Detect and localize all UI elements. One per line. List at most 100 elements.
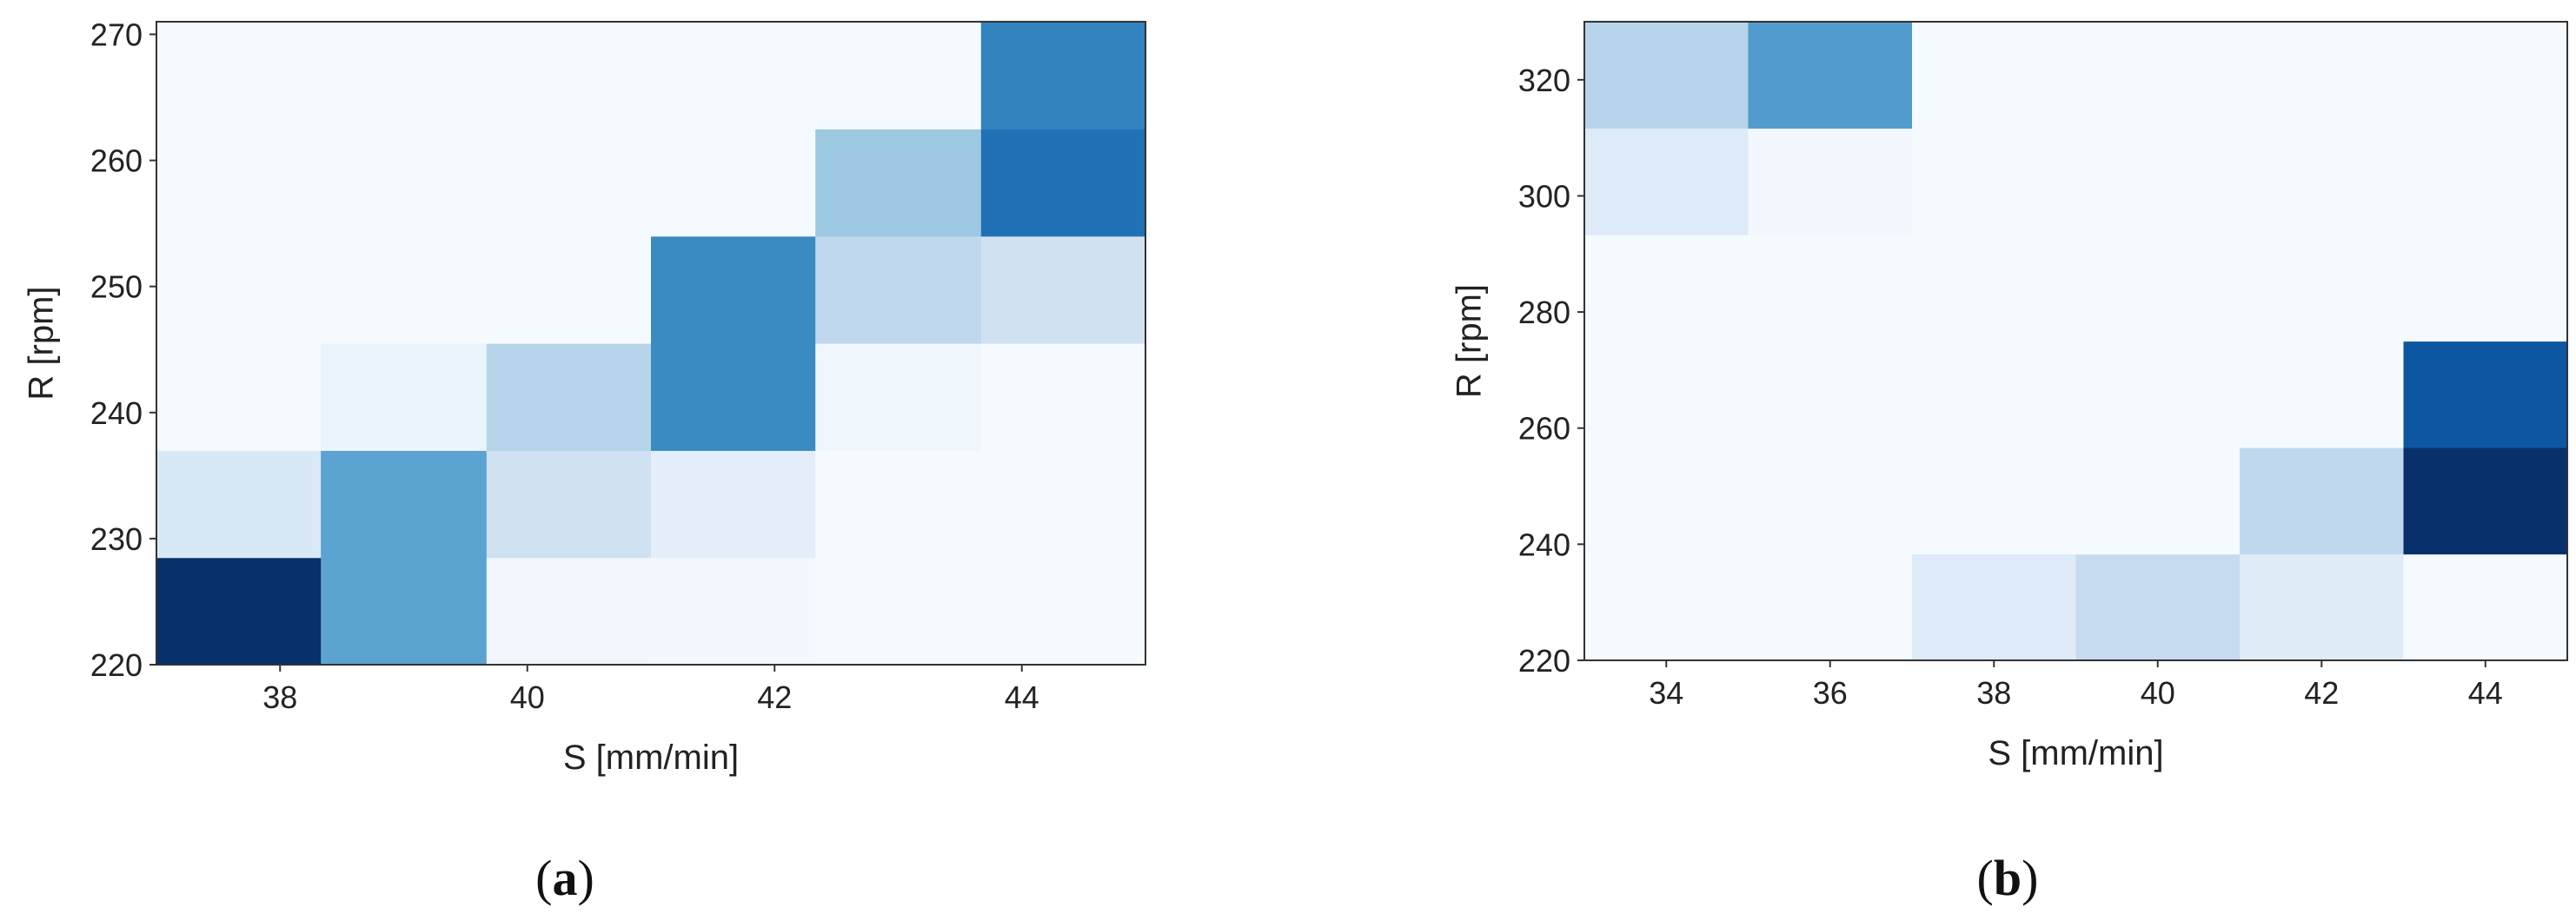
heatmap-cell-r4-c0	[1584, 128, 1749, 235]
panel-caption-letter: b	[1994, 850, 2022, 906]
y-axis-label: R [rpm]	[1451, 284, 1489, 398]
heatmap-cell-r3-c0	[156, 235, 322, 344]
heatmap-cell-r4-c5	[980, 129, 1146, 237]
heatmap-cell-r2-c3	[2075, 341, 2241, 448]
heatmap-cell-r3-c5	[980, 235, 1146, 344]
heatmap-cell-r4-c3	[2075, 128, 2241, 235]
heatmap-cell-r0-c4	[2240, 553, 2405, 661]
x-tick-label-4: 42	[2304, 675, 2339, 711]
heatmap-cell-r5-c5	[2403, 22, 2568, 129]
panel-caption: (a)	[535, 850, 594, 906]
heatmap-cell-r5-c3	[2075, 22, 2241, 129]
y-tick-label-0: 220	[90, 647, 143, 683]
y-axis-label: R [rpm]	[23, 286, 61, 400]
x-tick-label-3: 40	[2141, 675, 2175, 711]
heatmap-cell-r3-c5	[2403, 235, 2568, 342]
heatmap-cell-r2-c4	[2240, 341, 2405, 448]
heatmap-cell-r5-c4	[815, 22, 982, 129]
heatmap-cell-r0-c3	[2075, 553, 2241, 661]
heatmap-cell-r2-c3	[651, 343, 816, 451]
heatmap-cell-r2-c2	[486, 343, 652, 451]
y-tick-label-1: 230	[90, 521, 143, 557]
heatmap-cell-r1-c3	[651, 450, 816, 559]
heatmap-cell-r1-c0	[1584, 447, 1749, 555]
y-tick-label-0: 220	[1518, 643, 1570, 679]
heatmap-cell-r4-c5	[2403, 128, 2568, 235]
y-tick-label-3: 280	[1518, 295, 1570, 330]
heatmap-cell-r5-c1	[1748, 22, 1913, 129]
heatmap-cell-r1-c4	[815, 450, 982, 559]
heatmap-cell-r4-c0	[156, 129, 322, 237]
heatmap-cell-r0-c0	[156, 557, 322, 666]
x-tick-label-1: 36	[1813, 675, 1848, 711]
x-tick-label-5: 44	[2468, 675, 2503, 711]
y-tick-label-5: 270	[90, 17, 143, 53]
heatmap-cell-r1-c4	[2240, 447, 2405, 555]
heatmap-cell-r2-c1	[321, 343, 488, 451]
heatmap-cell-r0-c1	[1748, 553, 1913, 661]
heatmap-cell-r0-c0	[1584, 553, 1749, 661]
heatmap-cell-r0-c5	[2403, 553, 2568, 661]
heatmap-cell-r3-c1	[1748, 235, 1913, 342]
y-tick-label-2: 260	[1518, 411, 1570, 447]
heatmap-cell-r2-c5	[980, 343, 1146, 451]
panel-caption-letter: a	[553, 850, 578, 906]
heatmap-cell-r2-c1	[1748, 341, 1913, 448]
heatmap-panel-b: 34 36 38 40 42 44 220 240 260 280 300 320 S [mm/min]…	[1451, 21, 2568, 906]
panel-caption: (b)	[1977, 850, 2039, 906]
heatmap-cell-r5-c1	[321, 22, 488, 129]
y-tick-label-4: 260	[90, 143, 143, 179]
heatmap-cell-r1-c1	[321, 450, 488, 559]
heatmap-cell-r3-c2	[486, 235, 652, 344]
x-axis-label: S [mm/min]	[1988, 734, 2163, 772]
heatmap-cell-r1-c0	[156, 450, 322, 559]
heatmap-cell-r5-c4	[2240, 22, 2405, 129]
heatmap-cell-r4-c3	[651, 129, 816, 237]
heatmap-cell-r3-c3	[651, 235, 816, 344]
plot-frame	[156, 21, 1146, 666]
heatmap-cell-r5-c2	[1912, 22, 2077, 129]
heatmap-cell-r2-c0	[1584, 341, 1749, 448]
heatmap-cell-r1-c2	[1912, 447, 2077, 555]
x-tick-label-2: 42	[757, 679, 792, 715]
heatmap-cell-r2-c5	[2403, 341, 2568, 448]
y-tick-label-3: 250	[90, 269, 143, 305]
heatmap-cell-r3-c2	[1912, 235, 2077, 342]
heatmap-cell-r1-c1	[1748, 447, 1913, 555]
x-tick-label-2: 38	[1976, 675, 2011, 711]
heatmap-cell-r5-c0	[1584, 22, 1749, 129]
y-tick-label-1: 240	[1518, 527, 1570, 562]
heatmap-cell-r4-c1	[1748, 128, 1913, 235]
heatmap-cell-r3-c3	[2075, 235, 2241, 342]
x-tick-label-0: 34	[1649, 675, 1683, 711]
heatmap-cell-r4-c1	[321, 129, 488, 237]
y-tick-label-4: 300	[1518, 178, 1570, 214]
heatmap-cell-r1-c2	[486, 450, 652, 559]
x-axis-label: S [mm/min]	[563, 739, 739, 777]
heatmap-cell-r3-c4	[2240, 235, 2405, 342]
heatmap-cell-r4-c2	[486, 129, 652, 237]
x-tick-label-1: 40	[510, 679, 545, 715]
heatmap-cell-r3-c1	[321, 235, 488, 344]
heatmap-cell-r0-c2	[1912, 553, 2077, 661]
heatmap-cell-r5-c3	[651, 22, 816, 129]
x-tick-label-3: 44	[1005, 679, 1039, 715]
heatmap-cell-r5-c0	[156, 22, 322, 129]
heatmap-cell-r0-c4	[815, 557, 982, 666]
heatmap-cell-r1-c3	[2075, 447, 2241, 555]
plot-frame	[1583, 21, 2568, 661]
x-tick-label-0: 38	[262, 679, 297, 715]
heatmap-cell-r1-c5	[2403, 447, 2568, 555]
heatmap-cell-r3-c0	[1584, 235, 1749, 342]
y-tick-label-5: 320	[1518, 63, 1570, 98]
heatmap-cell-r5-c2	[486, 22, 652, 129]
heatmap-cell-r4-c2	[1912, 128, 2077, 235]
heatmap-cell-r4-c4	[2240, 128, 2405, 235]
heatmap-cell-r2-c2	[1912, 341, 2077, 448]
heatmap-cell-r2-c4	[815, 343, 982, 451]
heatmap-cell-r0-c3	[651, 557, 816, 666]
heatmap-cell-r3-c4	[815, 235, 982, 344]
heatmap-cell-r0-c2	[486, 557, 652, 666]
heatmap-cell-r2-c0	[156, 343, 322, 451]
